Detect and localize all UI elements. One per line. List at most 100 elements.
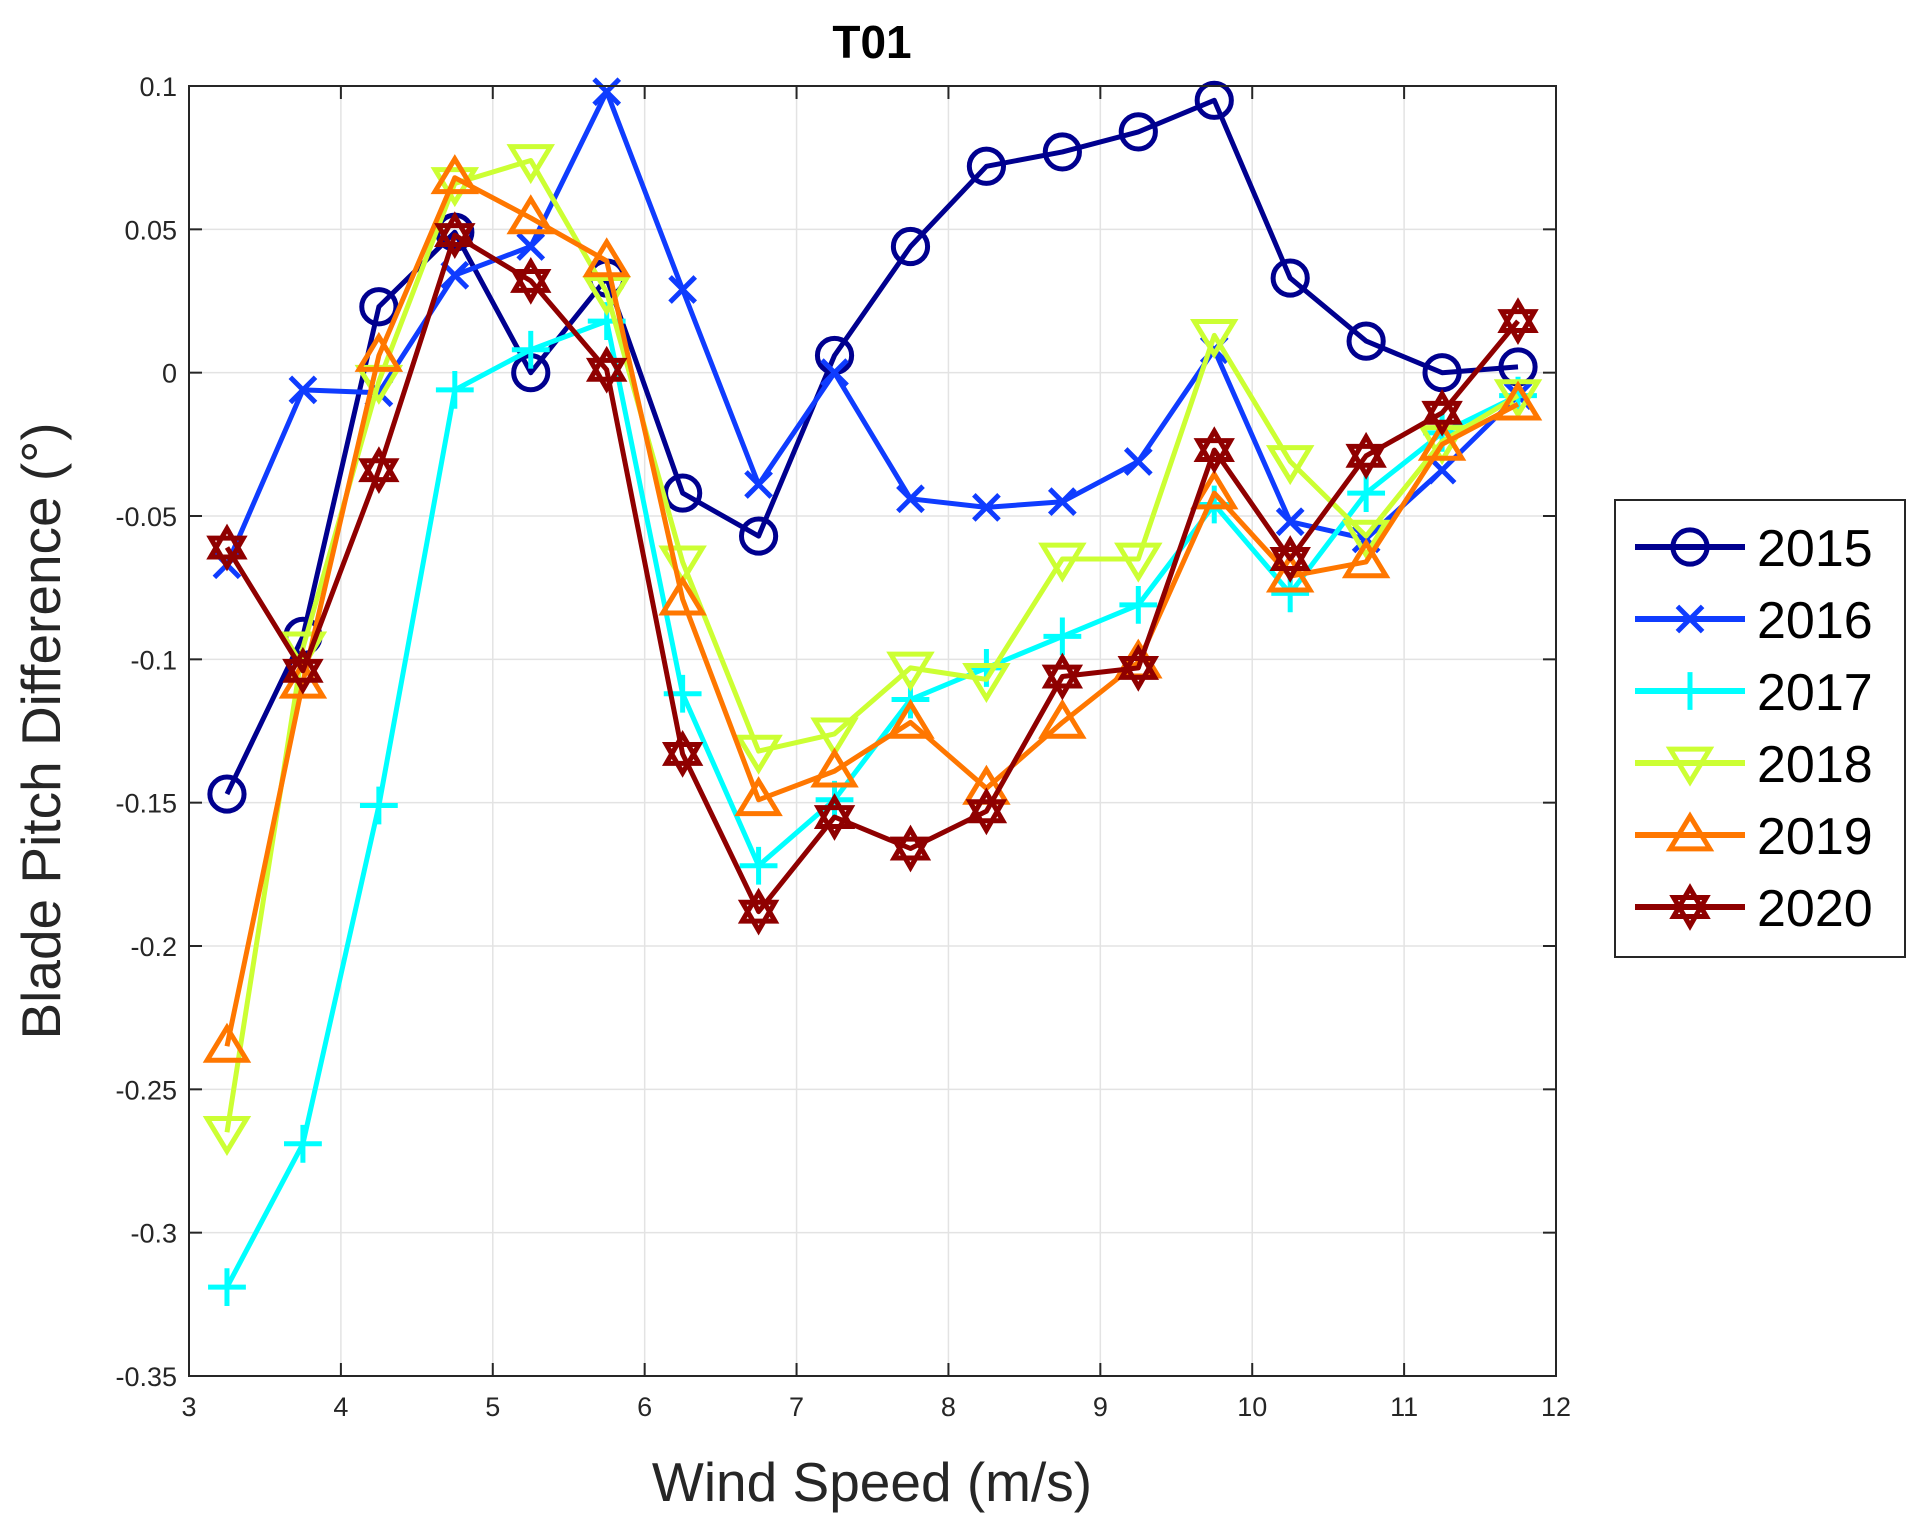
x-axis-label: Wind Speed (m/s) [652,1451,1092,1513]
marker-hexagram [358,446,400,494]
legend-label: 2020 [1757,880,1873,938]
marker-hexagram [965,787,1008,836]
marker-hexagram [813,793,856,841]
marker-triangle-down [1114,542,1163,583]
marker-circle [1670,527,1710,567]
marker-x [972,493,1001,522]
marker-circle [890,226,931,267]
marker-triangle-up [734,776,783,817]
marker-plus [435,370,474,409]
marker-triangle-up [582,237,631,278]
y-tick-label: -0.25 [115,1075,177,1105]
marker-triangle-up [810,747,859,788]
series-layer [202,77,1543,1307]
marker-hexagram [1345,431,1387,480]
x-axis-ticks: 3 4 5 6 7 8 9 10 11 12 [181,86,1571,1422]
legend-entry: 2020 [1635,880,1873,938]
marker-triangle-up [430,154,480,195]
series-line [224,89,1520,566]
legend-label: 2017 [1757,664,1873,722]
y-tick-label: -0.15 [115,789,177,819]
marker-x [744,470,773,499]
marker-triangle-up [1190,469,1239,510]
marker-triangle-up [1038,698,1087,739]
marker-triangle-up [506,194,555,235]
marker-triangle-up [886,698,935,739]
series-line [224,158,1520,1133]
marker-hexagram [1421,388,1463,437]
y-tick-label: -0.05 [115,502,177,532]
marker-plus [284,1124,322,1163]
chart-title: T01 [832,16,911,68]
marker-x [1275,507,1305,537]
y-axis-label: Blade Pitch Difference (°) [10,422,72,1039]
marker-hexagram [1669,883,1711,931]
y-tick-label: -0.2 [130,932,177,962]
legend-label: 2018 [1757,736,1873,794]
marker-hexagram [434,211,476,259]
x-tick-label: 9 [1093,1392,1108,1422]
marker-plus [1671,672,1709,710]
y-tick-label: -0.1 [130,645,177,675]
x-tick-label: 11 [1390,1392,1418,1422]
x-tick-label: 4 [333,1392,348,1422]
marker-circle [207,774,247,814]
marker-hexagram [1193,426,1235,475]
marker-circle [1194,80,1234,120]
x-tick-label: 8 [941,1392,956,1422]
y-tick-label: 0 [162,359,177,389]
marker-triangle-down [1038,542,1087,583]
marker-plus [1119,585,1158,624]
marker-x [516,232,546,261]
x-tick-label: 3 [181,1392,196,1422]
marker-hexagram [282,646,324,695]
x-tick-label: 6 [637,1392,652,1422]
marker-triangle-up [202,1022,252,1063]
marker-triangle-down [734,734,783,775]
y-tick-label: 0.1 [139,72,177,102]
marker-hexagram [661,729,704,778]
y-tick-label: -0.3 [130,1219,177,1249]
marker-hexagram [1497,297,1539,346]
marker-x [592,77,622,107]
legend-entry: 2018 [1635,736,1873,794]
marker-triangle-down [1190,319,1239,360]
series-line [224,232,1520,915]
marker-hexagram [1117,644,1160,692]
marker-circle [966,146,1007,186]
marker-triangle-down [430,167,480,208]
legend-box [1614,499,1906,958]
y-axis-ticks: 0.1 0.05 0 -0.05 -0.1 -0.15 -0.2 -0.25 -0.3 -0.35 [115,72,1556,1392]
marker-x [668,275,698,304]
legend-label: 2019 [1757,808,1873,866]
marker-triangle-down [1341,519,1391,560]
marker-triangle-up [1265,552,1315,593]
y-tick-label: 0.05 [124,215,177,245]
marker-triangle-down [810,717,859,758]
marker-triangle-up [1665,811,1715,852]
legend-label: 2016 [1757,592,1873,650]
marker-x [288,375,318,405]
x-tick-label: 5 [485,1392,500,1422]
series-2020 [206,211,1539,936]
marker-hexagram [1041,652,1084,701]
marker-plus [359,786,398,825]
marker-hexagram [889,824,932,873]
marker-hexagram [510,256,552,305]
marker-plus [739,846,778,885]
y-tick-label: -0.35 [115,1362,177,1392]
marker-hexagram [206,523,248,572]
marker-plus [511,330,550,369]
marker-triangle-up [354,331,404,372]
marker-triangle-up [1493,380,1543,421]
marker-plus [1347,474,1386,512]
marker-circle [1270,258,1310,298]
legend-label: 2015 [1757,520,1873,578]
marker-triangle-down [1265,445,1315,486]
x-tick-label: 10 [1237,1392,1267,1422]
marker-x [1675,604,1705,634]
marker-triangle-up [1417,420,1467,461]
marker-hexagram [737,887,780,936]
x-tick-label: 12 [1541,1392,1571,1422]
